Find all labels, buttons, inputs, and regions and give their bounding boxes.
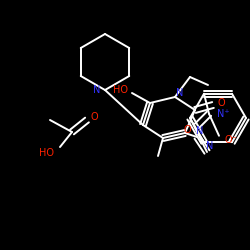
Text: HO: HO bbox=[38, 148, 54, 158]
Text: HO: HO bbox=[112, 85, 128, 95]
Text: O⁻: O⁻ bbox=[224, 135, 237, 145]
Text: N⁺: N⁺ bbox=[217, 109, 229, 119]
Text: O: O bbox=[90, 112, 98, 122]
Text: O: O bbox=[217, 98, 225, 108]
Text: N: N bbox=[176, 88, 184, 98]
Text: O: O bbox=[183, 125, 191, 135]
Text: N: N bbox=[93, 85, 101, 95]
Text: N: N bbox=[196, 126, 204, 136]
Text: N: N bbox=[206, 141, 214, 151]
